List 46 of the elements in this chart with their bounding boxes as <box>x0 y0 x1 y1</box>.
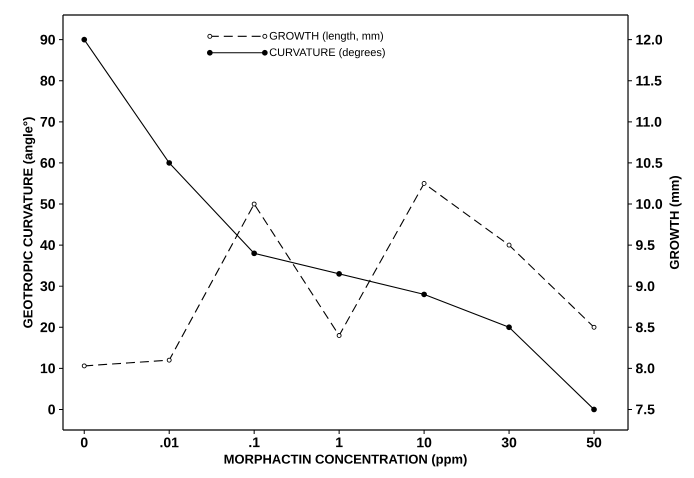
y-tick-label: 60 <box>40 158 55 168</box>
point <box>506 324 512 330</box>
point <box>422 181 427 186</box>
y2-tick-label: 10.0 <box>636 199 662 209</box>
y2-tick-label: 9.0 <box>636 281 654 292</box>
x-tick-label: 30 <box>502 437 516 448</box>
y2-tick-label: 12.0 <box>636 34 662 45</box>
y-tick-label: 10 <box>40 363 55 374</box>
x-tick-label: 50 <box>586 437 602 448</box>
legend-label: CURVATURE (degrees) <box>270 48 385 58</box>
y2-tick-label: 9.5 <box>636 240 655 250</box>
x-axis-title: MORPHACTIN CONCENTRATION (ppm) <box>224 454 467 466</box>
y2-tick-label: 7.5 <box>636 404 655 414</box>
point <box>166 358 172 363</box>
y-tick-label: 20 <box>40 322 55 332</box>
point <box>336 271 342 277</box>
x-tick-label: .01 <box>160 437 179 448</box>
x-tick-label: 10 <box>417 437 432 448</box>
y-tick-label: 40 <box>40 240 55 250</box>
y-tick-label: 90 <box>40 34 55 45</box>
x-tick-label: 1 <box>336 438 343 448</box>
y-tick-label: 0 <box>48 404 55 414</box>
legend-label: GROWTH (length, mm) <box>270 32 383 42</box>
point <box>592 324 596 330</box>
point <box>166 160 172 166</box>
point <box>591 406 597 412</box>
y-tick-label: 70 <box>40 116 55 127</box>
point <box>506 242 512 248</box>
y2-tick-label: 10.5 <box>636 158 662 168</box>
point <box>252 202 257 206</box>
y2-tick-label: 11.5 <box>636 76 662 86</box>
y2-tick-label: 11.0 <box>636 116 662 127</box>
y-tick-label: 80 <box>40 76 55 86</box>
point <box>251 250 258 256</box>
point <box>336 333 342 338</box>
y-tick-label: 50 <box>40 199 55 209</box>
point <box>82 363 87 368</box>
y2-axis-title: GROWTH (mm) <box>669 176 682 270</box>
x-tick-label: .1 <box>249 438 260 448</box>
y2-tick-label: 8.0 <box>636 363 654 374</box>
y-tick-label: 30 <box>40 281 55 292</box>
y2-tick-label: 8.5 <box>636 322 655 332</box>
x-tick-label: 0 <box>80 437 88 448</box>
y-axis-title: GEOTROPIC CURVATURE (angle°) <box>22 117 36 328</box>
point <box>421 292 427 298</box>
point <box>81 36 88 42</box>
